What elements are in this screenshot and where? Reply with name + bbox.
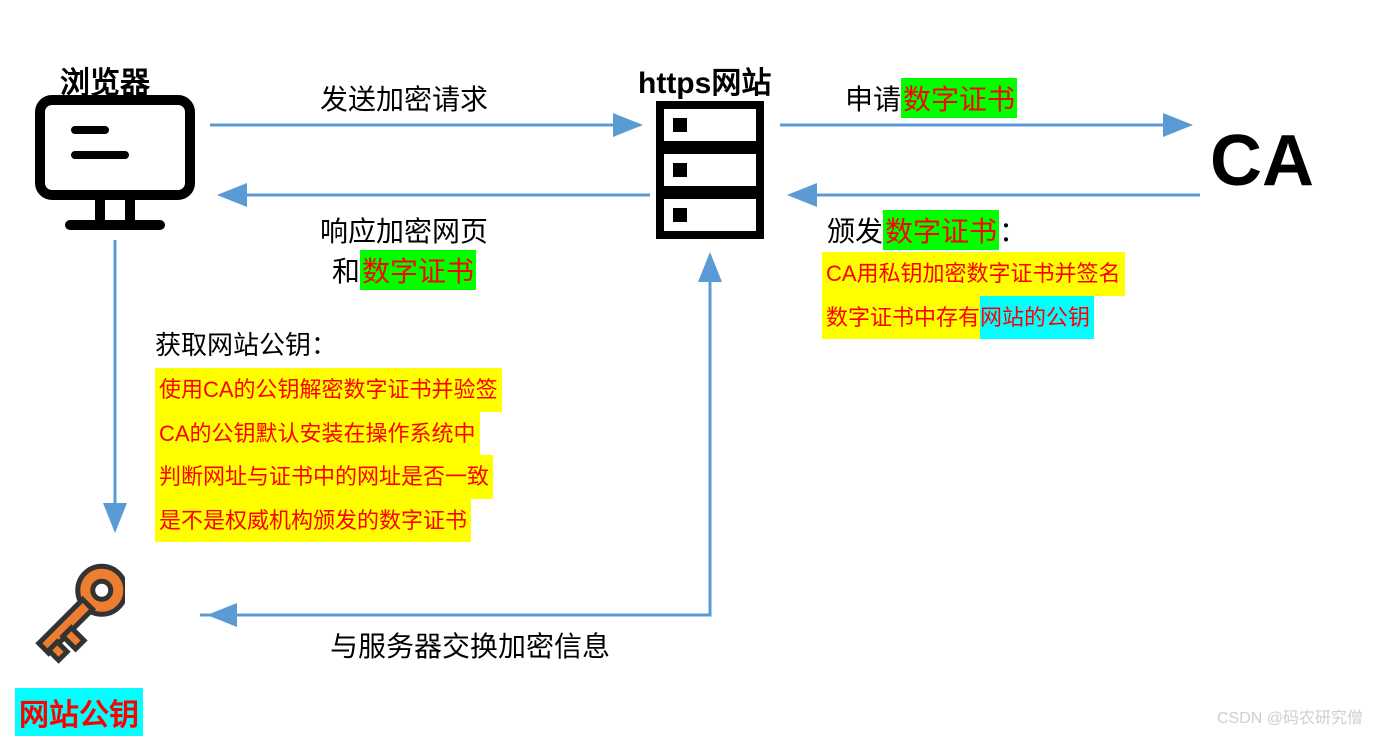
server-label: https网站 <box>638 58 771 102</box>
a2-prefix: 申请 <box>845 84 901 115</box>
a2-hl: 数字证书 <box>901 78 1017 118</box>
monitor-icon <box>30 95 200 235</box>
a3-line1: 响应加密网页 <box>320 210 488 250</box>
key-node <box>30 550 125 685</box>
ca-info-line2b: 网站的公钥 <box>980 296 1094 340</box>
a4-prefix: 颁发 <box>827 216 883 247</box>
browser-label: 浏览器 <box>60 58 150 102</box>
arrow-a2-label: 申请数字证书 <box>845 78 1017 118</box>
arrow-a4 <box>780 185 1200 205</box>
a4-hl: 数字证书 <box>883 210 999 250</box>
server-node <box>655 100 765 245</box>
arrow-a3 <box>210 185 650 205</box>
a4-suffix: ： <box>999 216 1027 247</box>
key-label: 网站公钥 <box>15 688 143 736</box>
watermark: CSDN @码农研究僧 <box>1217 704 1363 728</box>
arrow-a1 <box>210 115 650 135</box>
arrow-browser-to-key <box>105 240 125 540</box>
ca-info: CA用私钥加密数字证书并签名 数字证书中存有网站的公钥 <box>822 252 1125 339</box>
ca-info-line2a: 数字证书中存有 <box>822 296 980 340</box>
browser-node <box>30 95 200 240</box>
arrow-a4-label: 颁发数字证书： <box>827 210 1027 250</box>
arrow-a5 <box>130 245 720 625</box>
ca-info-line1: CA用私钥加密数字证书并签名 <box>822 252 1125 296</box>
arrow-a5-label: 与服务器交换加密信息 <box>330 625 610 665</box>
arrow-a1-label: 发送加密请求 <box>320 78 488 118</box>
ca-node: CA <box>1210 120 1314 202</box>
key-label-text: 网站公钥 <box>15 688 143 736</box>
server-icon <box>655 100 765 240</box>
arrow-a2 <box>780 115 1200 135</box>
key-icon <box>30 550 125 680</box>
